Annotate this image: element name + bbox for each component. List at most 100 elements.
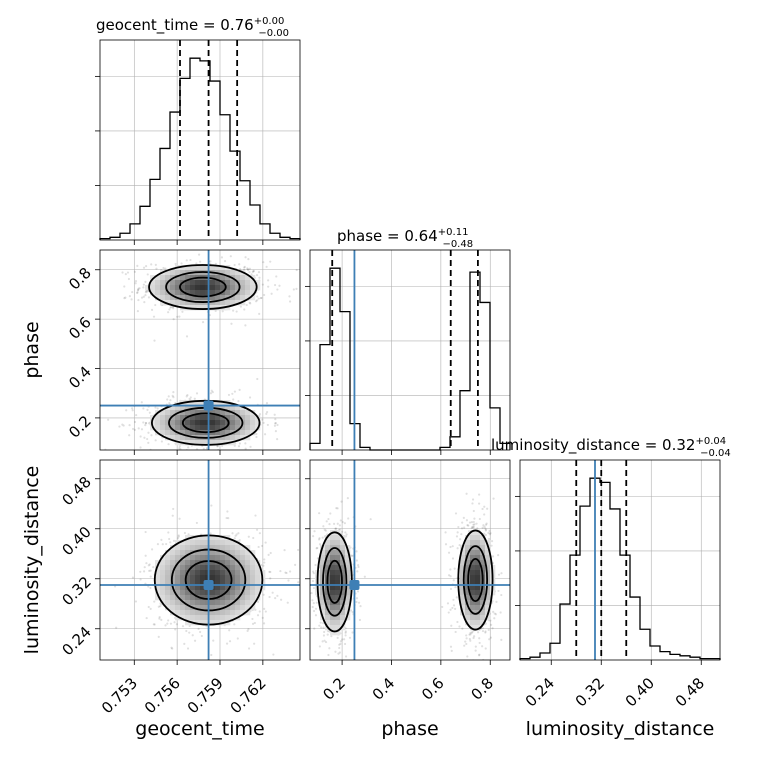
density-cell [185,540,191,546]
sample-point [268,595,271,599]
density-cell [175,580,181,586]
density-cell [215,415,221,421]
sample-point [478,637,481,640]
sample-point [248,396,252,399]
density-cell [475,550,481,556]
sample-point [262,421,265,424]
density-cell [210,425,216,431]
sample-point [323,639,326,642]
density-cell [330,535,336,541]
density-cell [185,435,191,441]
density-cell [175,290,181,296]
sample-point [327,517,330,521]
sample-point [327,653,330,657]
sample-point [193,639,197,642]
sample-point [169,622,173,625]
density-cell [180,265,186,271]
sample-point [147,564,150,567]
density-cell [470,615,476,621]
density-cell [340,540,346,546]
density-cell [245,430,251,436]
density-cell [470,565,476,571]
sample-point [126,271,130,274]
sample-point [449,545,452,549]
density-cell [465,565,471,571]
sample-point [332,522,336,525]
density-cell [175,570,181,576]
sample-point [328,647,331,650]
sample-point [478,641,481,645]
density-cell [225,280,231,286]
density-cell [330,605,336,611]
sample-point [158,615,161,619]
axis-frame [309,459,511,661]
density-cell [475,560,481,566]
sample-point [465,637,468,640]
contour-line [462,545,489,615]
density-cell [190,610,196,616]
sample-point [351,611,354,614]
sample-point [483,513,486,516]
density-cell [235,300,241,306]
sample-point [276,288,279,291]
sample-point [255,435,258,439]
density-cell [215,620,221,626]
density-cell [255,285,261,291]
density-cell [190,545,196,551]
sample-point [490,623,493,626]
sample-point [338,651,341,654]
density-cell [245,600,251,606]
sample-point [210,504,213,507]
density-cell [230,280,236,286]
density-cell [245,585,251,591]
density-cell [250,590,256,596]
density-cell [340,560,346,566]
density-cell [210,565,216,571]
sample-point [357,601,361,604]
sample-point [487,531,490,535]
sample-point [326,633,329,636]
sample-point [153,600,156,603]
sample-point [455,535,459,538]
density-cell [190,565,196,571]
sample-point [143,570,146,573]
density-cell [180,605,186,611]
density-cell [250,290,256,296]
density-cell [220,595,226,601]
sample-point [188,397,191,401]
sample-point [490,544,493,547]
density-cell [340,625,346,631]
sample-point [187,533,190,536]
density-cell [225,575,231,581]
density-cell [185,620,191,626]
sample-point [227,393,231,397]
density-cell [185,300,191,306]
sample-point [456,531,459,534]
density-cell [320,555,326,561]
density-cell [215,420,221,426]
sample-point [150,434,153,437]
axis-frame [309,249,511,451]
truth-marker [203,580,214,590]
density-cell [225,595,231,601]
density-cell [215,565,221,571]
sample-point [152,566,155,569]
sample-point [200,634,203,638]
density-cell [465,535,471,541]
density-cell [185,560,191,566]
sample-point [188,631,191,634]
sample-point [249,302,252,305]
density-cell [170,605,176,611]
density-cell [200,570,206,576]
sample-point [257,297,260,300]
density-cell [160,425,166,431]
density-cell [240,575,246,581]
density-cell [170,280,176,286]
sample-point [195,521,198,525]
histogram-geocent-time [99,57,301,240]
sample-point [355,600,358,604]
density-cell [235,275,241,281]
sample-point [154,406,157,409]
density-cell [160,280,166,286]
sample-point [315,601,318,604]
